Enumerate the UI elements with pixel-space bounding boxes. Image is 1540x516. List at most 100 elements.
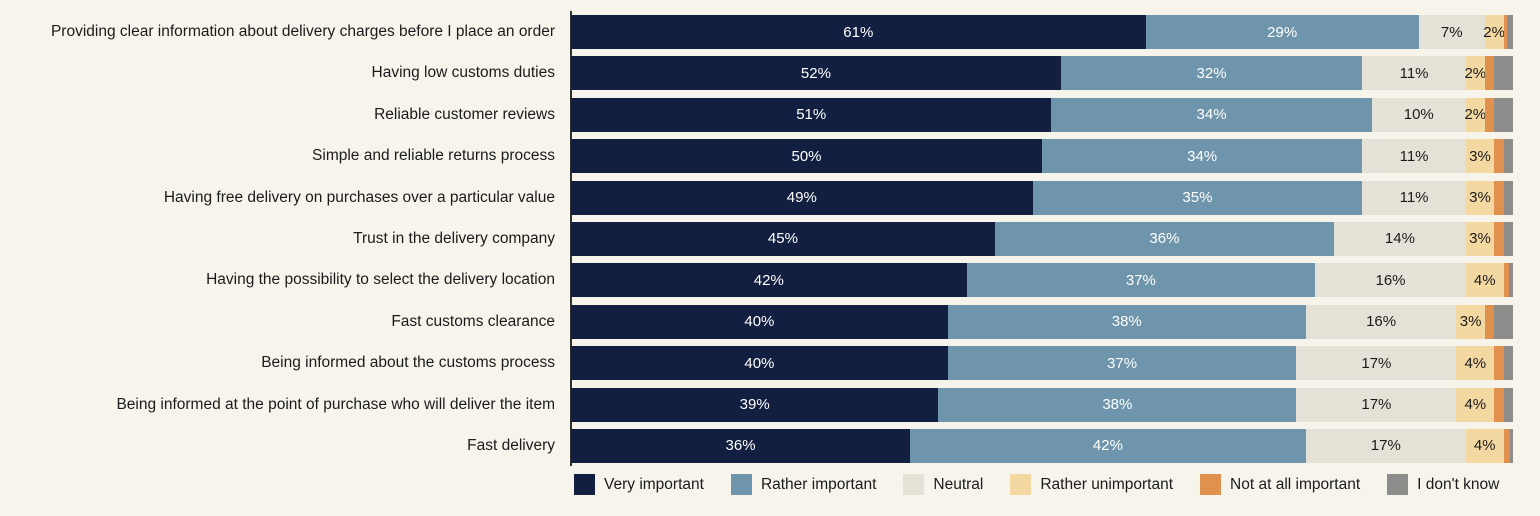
bar-segment-rather-important: 38% — [938, 387, 1297, 422]
bar-segment-rather-unimportant: 3% — [1456, 304, 1485, 339]
bar-segment-very-important: 61% — [571, 15, 1146, 49]
value-label: 3% — [1459, 313, 1482, 331]
chart-row: Being informed at the point of purchase … — [0, 387, 1513, 422]
value-label: 4% — [1473, 271, 1496, 289]
bar-segment-rather-important: 37% — [947, 346, 1297, 381]
stacked-bar: 36% 42% 17% 4% — [571, 428, 1513, 463]
bar-segment-very-important: 39% — [571, 387, 939, 422]
value-label: 45% — [767, 230, 798, 248]
category-label: Reliable customer reviews — [374, 105, 555, 123]
bar-segment-very-important: 49% — [571, 180, 1033, 215]
value-label: 40% — [744, 313, 775, 331]
bar-segment-rather-unimportant: 3% — [1465, 180, 1495, 215]
legend-swatch — [1010, 474, 1032, 495]
bar-segment-neutral: 16% — [1305, 304, 1457, 339]
value-label: 51% — [796, 106, 827, 124]
value-label: 11% — [1399, 64, 1429, 82]
bar-segment-rather-important: 35% — [1032, 180, 1363, 215]
bar-segment-rather-important: 37% — [966, 263, 1316, 298]
value-label: 4% — [1473, 437, 1496, 455]
value-label: 16% — [1375, 271, 1406, 289]
value-label: 14% — [1384, 230, 1415, 248]
bar-segment-very-important: 52% — [571, 56, 1061, 91]
bar-segment-dont-know — [1494, 56, 1513, 91]
bar-segment-neutral: 16% — [1315, 263, 1466, 298]
bar-segment-not-at-all-important — [1484, 56, 1495, 91]
chart-row: Fast customs clearance 40% 38% 16% 3% — [0, 304, 1513, 339]
stacked-bar: 39% 38% 17% 4% — [571, 387, 1513, 422]
bar-segment-not-at-all-important — [1503, 428, 1511, 463]
bar-segment-rather-unimportant: 3% — [1465, 221, 1495, 256]
value-label: 37% — [1107, 354, 1138, 372]
bar-segment-rather-unimportant: 2% — [1464, 97, 1486, 132]
bar-segment-neutral: 11% — [1362, 56, 1466, 91]
value-label: 49% — [786, 189, 817, 207]
value-label: 17% — [1361, 354, 1392, 372]
chart-row: Having the possibility to select the del… — [0, 263, 1513, 298]
bar-segment-very-important: 36% — [571, 428, 911, 463]
bar-segment-not-at-all-important — [1494, 387, 1504, 422]
legend-item: Rather unimportant — [1010, 474, 1173, 495]
value-label: 16% — [1366, 313, 1397, 331]
bar-segment-very-important: 50% — [571, 139, 1042, 174]
value-label: 32% — [1196, 64, 1227, 82]
category-label: Being informed at the point of purchase … — [116, 395, 555, 413]
bar-segment-rather-important: 34% — [1051, 97, 1372, 132]
legend-label: Not at all important — [1230, 475, 1361, 493]
value-label: 35% — [1182, 189, 1213, 207]
stacked-bar: 40% 37% 17% 4% — [571, 346, 1513, 381]
value-label: 10% — [1403, 106, 1434, 124]
stacked-bar: 42% 37% 16% 4% — [571, 263, 1513, 298]
bar-segment-very-important: 51% — [571, 97, 1052, 132]
legend-label: Rather important — [760, 475, 877, 493]
bar-segment-rather-important: 36% — [994, 221, 1334, 256]
legend-label: Neutral — [933, 475, 984, 493]
bar-segment-dont-know — [1494, 304, 1513, 339]
value-label: 40% — [744, 354, 775, 372]
value-label: 4% — [1464, 396, 1487, 414]
stacked-bar: 61% 29% 7% 2% — [571, 15, 1513, 49]
stacked-bar: 50% 34% 11% 3% — [571, 139, 1513, 174]
value-label: 42% — [753, 271, 784, 289]
value-label: 11% — [1399, 147, 1429, 165]
stacked-bar: 51% 34% 10% 2% — [571, 97, 1513, 132]
legend-label: Rather unimportant — [1040, 475, 1174, 493]
legend-swatch — [574, 474, 595, 495]
category-label: Fast delivery — [467, 436, 555, 454]
bar-segment-not-at-all-important — [1494, 180, 1504, 215]
value-label: 37% — [1125, 271, 1156, 289]
bar-segment-rather-unimportant: 3% — [1465, 139, 1495, 174]
bar-segment-rather-unimportant: 4% — [1465, 263, 1504, 298]
chart-row: Simple and reliable returns process 50% 34… — [0, 139, 1513, 174]
chart-row: Fast delivery 36% 42% 17% 4% — [0, 428, 1513, 463]
value-label: 3% — [1469, 230, 1491, 248]
chart-rows: Providing clear information about delive… — [0, 15, 1513, 470]
bar-segment-rather-important: 34% — [1042, 139, 1363, 174]
value-label: 4% — [1464, 354, 1487, 372]
value-label: 36% — [1149, 230, 1180, 248]
legend-item: Neutral — [903, 474, 983, 495]
legend-swatch — [730, 474, 752, 495]
bar-segment-dont-know — [1503, 180, 1513, 215]
value-label: 34% — [1196, 106, 1227, 124]
bar-segment-neutral: 10% — [1371, 97, 1466, 132]
bar-segment-dont-know — [1503, 221, 1513, 256]
bar-segment-neutral: 11% — [1362, 180, 1466, 215]
value-label: 36% — [725, 437, 756, 455]
bar-segment-rather-important: 38% — [947, 304, 1306, 339]
bar-segment-not-at-all-important — [1494, 221, 1504, 256]
stacked-bar: 45% 36% 14% 3% — [571, 221, 1513, 256]
bar-segment-neutral: 17% — [1296, 387, 1457, 422]
stacked-bar: 52% 32% 11% 2% — [571, 56, 1513, 91]
bar-segment-very-important: 45% — [571, 221, 995, 256]
chart-row: Having low customs duties 52% 32% 11% 2% — [0, 56, 1513, 91]
bar-segment-not-at-all-important — [1484, 304, 1495, 339]
value-label: 50% — [791, 147, 822, 165]
value-label: 52% — [800, 64, 831, 82]
value-label: 29% — [1267, 23, 1298, 41]
bar-segment-not-at-all-important — [1494, 139, 1504, 174]
category-label: Providing clear information about delive… — [50, 23, 555, 40]
legend-label: Very important — [604, 475, 704, 493]
chart-row: Trust in the delivery company 45% 36% 14% 3% — [0, 221, 1513, 256]
